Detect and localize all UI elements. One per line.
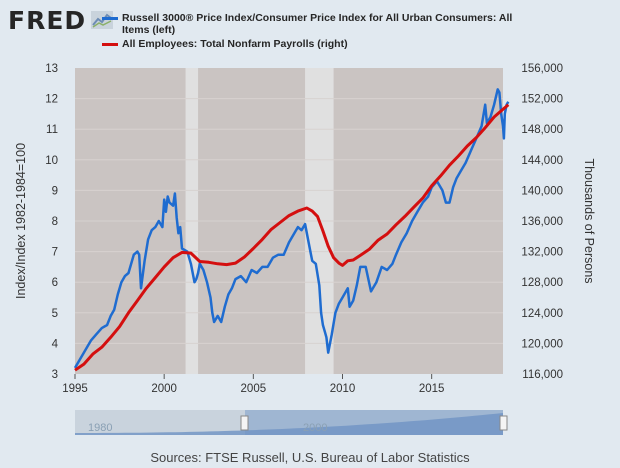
y-left-tick-label: 5 [52,308,58,320]
range-navigator[interactable]: 1980 2000 [75,410,508,435]
y-right-tick-label: 132,000 [521,247,563,259]
right-axis: 116,000 120,000 124,000 128,000 132,000 136,0… [521,63,563,381]
source-note: Sources: FTSE Russell, U.S. Bureau of La… [150,450,470,465]
line-chart-icon [91,11,113,29]
x-axis: 1995 2000 2005 2010 2015 [62,374,444,395]
y-left-tick-label: 12 [45,94,58,106]
x-tick-label: 1995 [62,383,88,395]
y-left-tick-label: 8 [52,216,58,228]
y-left-tick-label: 7 [52,247,58,259]
navigator-label-1980: 1980 [88,422,112,434]
chart-header: FRED Russell 3000® Price Index/Consumer … [0,0,620,60]
y-left-tick-label: 11 [46,124,58,136]
x-tick-label: 2005 [241,383,267,395]
y-right-tick-label: 124,000 [521,308,563,320]
legend-swatch-series-2 [102,43,118,46]
y-right-tick-label: 156,000 [521,63,563,75]
y-right-tick-label: 144,000 [521,155,563,167]
y-right-tick-label: 120,000 [521,338,563,350]
y-right-tick-label: 116,000 [522,369,563,381]
navigator-area [75,413,503,435]
x-tick-label: 2000 [151,383,177,395]
y-left-tick-label: 4 [52,338,59,350]
y-left-tick-label: 13 [45,63,58,75]
series-line-1[interactable] [73,88,510,369]
y-right-tick-label: 140,000 [521,185,563,197]
chart-area: 3 4 5 6 7 8 9 10 11 12 13 116,000 120,000 124,000 128… [14,63,596,435]
y-left-tick-label: 6 [52,277,58,289]
y-left-tick-label: 9 [52,185,58,197]
navigator-label-2000: 2000 [303,422,327,434]
y-right-tick-label: 152,000 [521,94,563,106]
navigator-handle-right[interactable] [499,415,508,431]
y-axis-left-label: Index/Index 1982-1984=100 [14,143,28,299]
legend-item-series-2[interactable]: All Employees: Total Nonfarm Payrolls (r… [102,38,522,50]
y-left-tick-label: 10 [45,155,58,167]
legend-item-series-1[interactable]: Russell 3000® Price Index/Consumer Price… [102,12,522,36]
series-line-2[interactable] [74,103,510,372]
x-tick-label: 2010 [330,383,356,395]
y-axis-right-label: Thousands of Persons [582,158,596,283]
x-tick-label: 2015 [419,383,445,395]
y-left-tick-label: 3 [52,369,58,381]
legend-label-series-2: All Employees: Total Nonfarm Payrolls (r… [122,38,348,50]
y-right-tick-label: 128,000 [521,277,563,289]
legend-label-series-1: Russell 3000® Price Index/Consumer Price… [122,12,513,36]
left-axis: 3 4 5 6 7 8 9 10 11 12 13 [45,63,58,381]
navigator-handle-left[interactable] [240,415,249,431]
y-right-tick-label: 136,000 [521,216,563,228]
y-right-tick-label: 148,000 [521,124,563,136]
legend-swatch-series-1 [102,17,118,20]
series-lines [73,88,510,372]
fred-logo[interactable]: FRED [8,6,87,35]
